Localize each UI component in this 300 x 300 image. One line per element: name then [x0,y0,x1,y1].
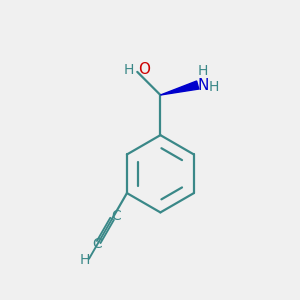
Polygon shape [160,81,199,95]
Text: H: H [208,80,219,94]
Text: C: C [92,237,102,251]
Text: H: H [80,253,90,267]
Text: C: C [111,209,121,224]
Text: H: H [198,64,208,78]
Text: O: O [139,62,151,77]
Text: N: N [197,77,209,92]
Text: H: H [123,62,134,76]
